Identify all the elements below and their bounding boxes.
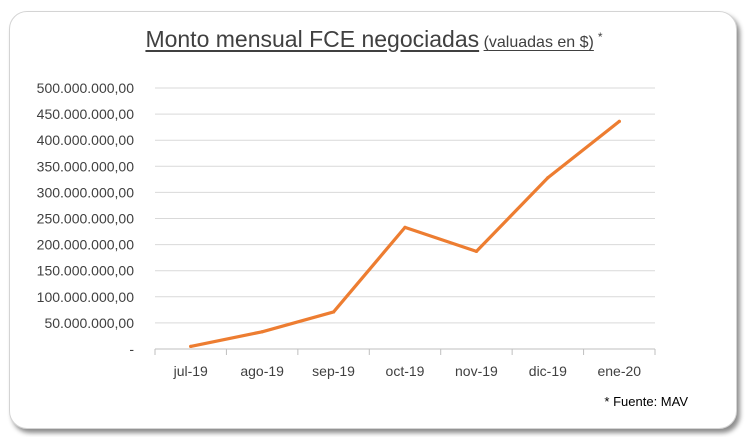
y-tick-label: 50.000.000,00 <box>44 315 134 331</box>
gridlines <box>155 87 655 324</box>
x-tick-label: oct-19 <box>386 363 425 379</box>
chart-title-marker: * <box>597 29 603 44</box>
x-tick-label: ene-20 <box>597 363 641 379</box>
data-point <box>403 225 407 229</box>
chart-title-main: Monto mensual FCE negociadas <box>145 26 480 52</box>
x-tick-label: dic-19 <box>529 363 567 379</box>
x-axis <box>154 348 656 355</box>
chart-card <box>9 11 737 429</box>
x-axis-labels: jul-19 ago-19 sep-19 oct-19 nov-19 dic-19 ene-… <box>173 363 642 379</box>
data-point <box>189 344 193 348</box>
data-point <box>617 119 621 124</box>
y-tick-label: 400.000.000,00 <box>37 132 135 148</box>
series-group <box>189 119 621 348</box>
series-line <box>189 119 621 348</box>
y-tick-label: 300.000.000,00 <box>37 184 135 200</box>
chart-title: Monto mensual FCE negociadas (valuadas e… <box>0 26 748 53</box>
data-point <box>546 176 550 180</box>
x-tick-label: sep-19 <box>312 363 355 379</box>
x-tick-label: nov-19 <box>455 363 498 379</box>
y-tick-label: 500.000.000,00 <box>37 80 135 96</box>
x-tick-label: ago-19 <box>240 363 284 379</box>
x-tick-label: jul-19 <box>173 363 208 379</box>
y-tick-label: 100.000.000,00 <box>37 289 135 305</box>
data-point <box>474 249 479 253</box>
y-axis-labels: - 50.000.000,00 100.000.000,00 150.000.000,… <box>37 80 135 357</box>
y-tick-label: 150.000.000,00 <box>37 263 135 279</box>
source-note: * Fuente: MAV <box>604 394 688 409</box>
chart-subtitle-text: valuadas en $ <box>488 34 589 51</box>
y-tick-label: 350.000.000,00 <box>37 158 135 174</box>
y-tick-label: 450.000.000,00 <box>37 106 135 122</box>
data-point <box>331 310 336 314</box>
y-tick-label: - <box>129 341 134 357</box>
chart-title-subtitle: (valuadas en $) <box>483 34 594 51</box>
y-tick-label: 250.000.000,00 <box>37 211 135 227</box>
y-tick-label: 200.000.000,00 <box>37 237 135 253</box>
data-point <box>260 330 264 334</box>
